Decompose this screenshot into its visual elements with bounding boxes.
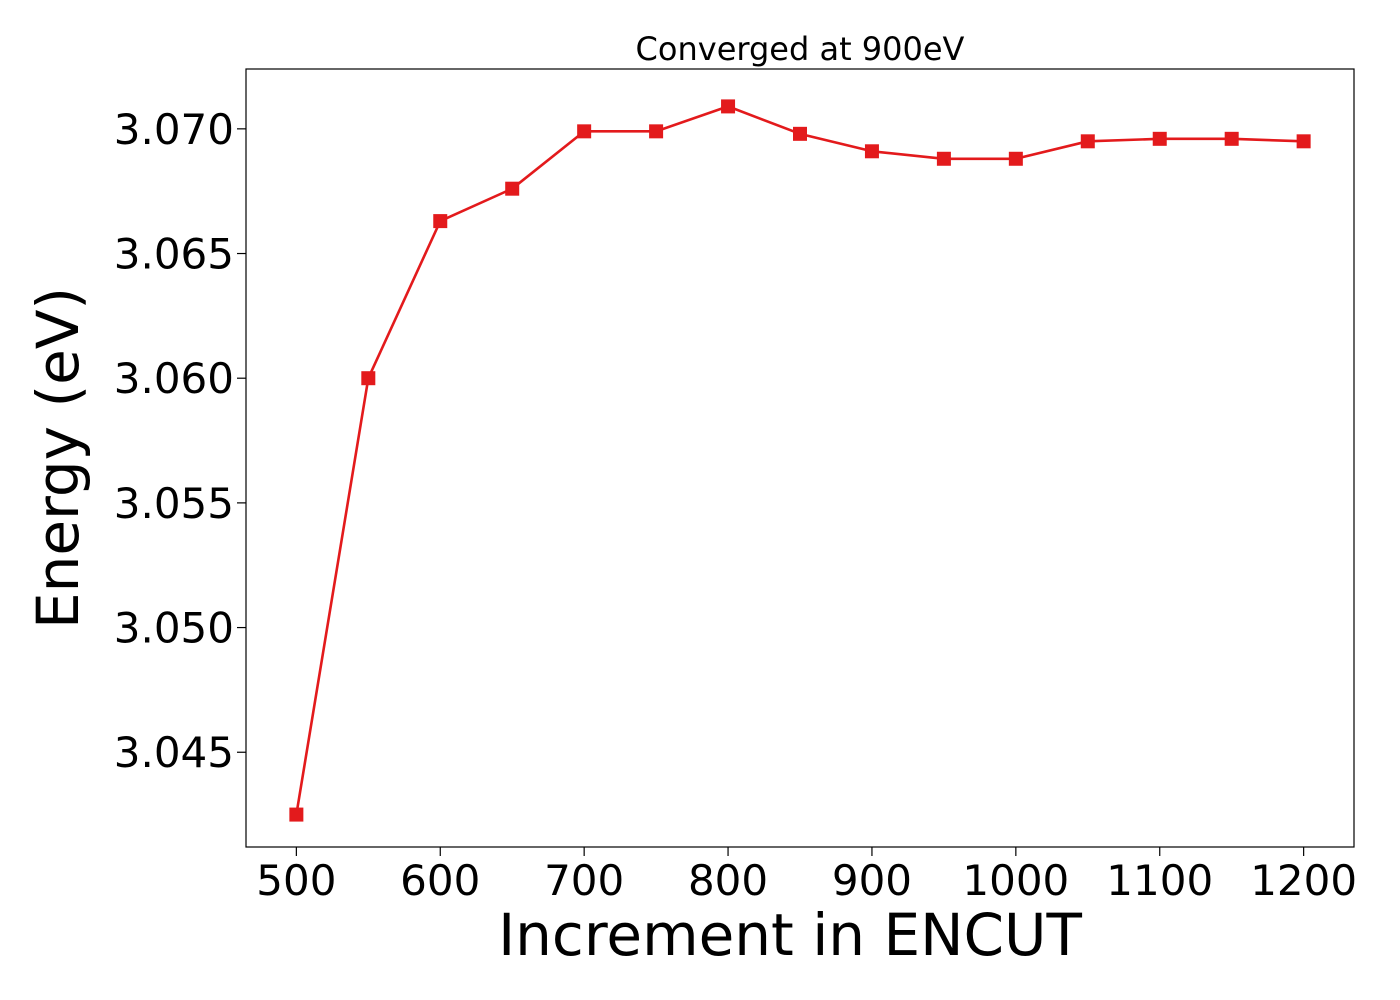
- series-layer: [289, 99, 1311, 822]
- y-tick-label: 3.050: [114, 604, 234, 653]
- data-point-marker: [505, 181, 520, 196]
- data-point-marker: [721, 99, 736, 114]
- data-point-marker: [936, 151, 951, 166]
- data-point-marker: [1008, 151, 1023, 166]
- x-axis-ticks: 500 600 700 800 900 1000 1100 1200: [256, 847, 1357, 905]
- x-axis-label: Increment in ENCUT: [498, 901, 1082, 969]
- y-axis-ticks: 3.045 3.050 3.055 3.060 3.065 3.070: [114, 105, 246, 777]
- x-tick-label: 800: [688, 856, 768, 905]
- y-axis-label: Energy (eV): [24, 287, 92, 629]
- data-point-marker: [361, 371, 376, 386]
- x-tick-label: 900: [832, 856, 912, 905]
- series-line: [295, 105, 1304, 815]
- plot-frame: [245, 68, 1355, 848]
- data-point-marker: [289, 807, 304, 822]
- data-point-marker: [1152, 131, 1167, 146]
- y-tick-label: 3.070: [114, 105, 234, 154]
- data-point-marker: [1224, 131, 1239, 146]
- x-tick-label: 700: [544, 856, 624, 905]
- x-tick-label: 1200: [1250, 856, 1357, 905]
- x-tick-label: 600: [400, 856, 480, 905]
- x-tick-label: 1000: [962, 856, 1069, 905]
- x-tick-label: 1100: [1106, 856, 1213, 905]
- data-point-marker: [793, 126, 807, 141]
- data-point-marker: [433, 214, 448, 229]
- data-point-marker: [864, 144, 879, 159]
- y-tick-label: 3.055: [114, 479, 234, 528]
- data-point-marker: [649, 124, 664, 139]
- data-point-marker: [1080, 134, 1095, 149]
- y-tick-label: 3.045: [114, 728, 234, 777]
- data-point-marker: [577, 124, 592, 139]
- chart-title: Converged at 900eV: [636, 30, 965, 68]
- y-tick-label: 3.065: [114, 230, 234, 279]
- data-point-marker: [1296, 134, 1311, 149]
- y-tick-label: 3.060: [114, 354, 234, 403]
- x-tick-label: 500: [256, 856, 336, 905]
